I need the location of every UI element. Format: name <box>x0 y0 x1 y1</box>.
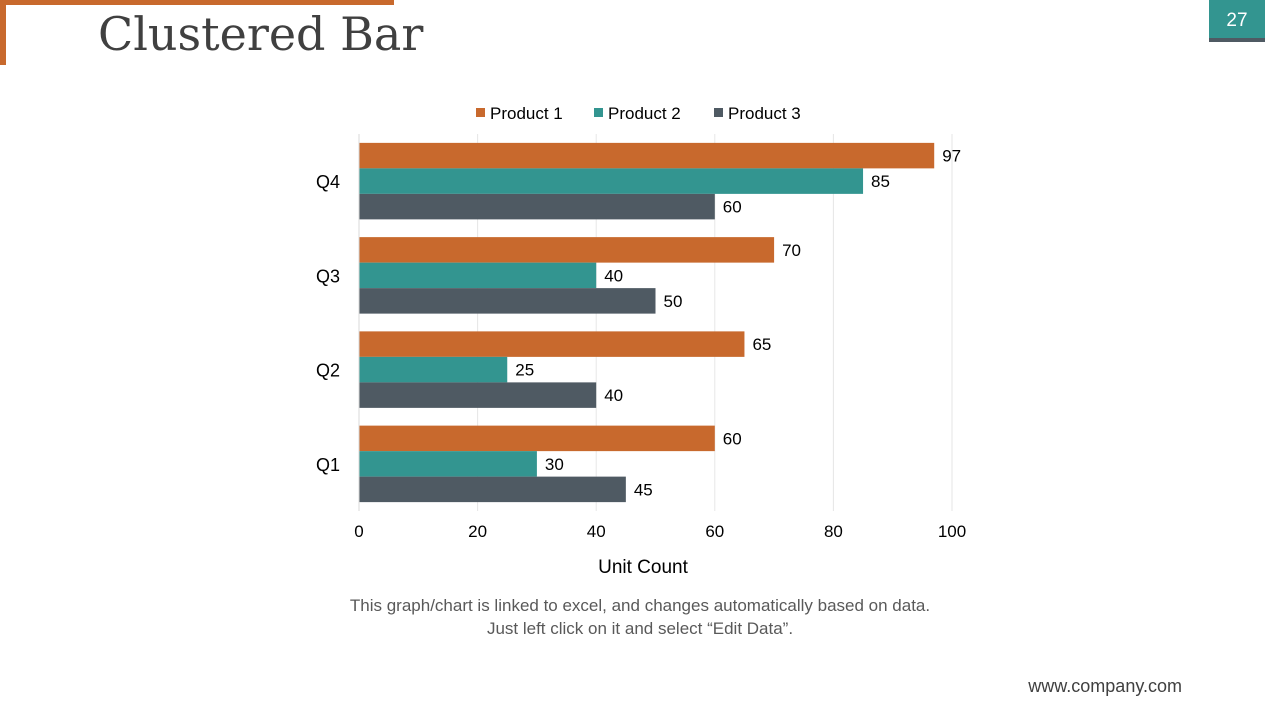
x-tick-label: 80 <box>824 522 843 541</box>
page-number-badge: 27 <box>1209 0 1265 38</box>
bar-q2-series-2[interactable] <box>359 356 508 383</box>
legend-label[interactable]: Product 2 <box>608 104 681 123</box>
slide-title: Clustered Bar <box>98 7 424 61</box>
chart-note-line-1: This graph/chart is linked to excel, and… <box>349 596 931 615</box>
bar-q4-series-3[interactable] <box>359 193 715 220</box>
data-label: 25 <box>515 361 534 380</box>
data-label: 30 <box>545 455 564 474</box>
data-label: 85 <box>871 172 890 191</box>
x-tick-label: 0 <box>354 522 363 541</box>
legend-swatch <box>476 108 485 117</box>
bar-q4-series-2[interactable] <box>359 168 864 194</box>
category-label: Q4 <box>316 172 340 192</box>
chart-note: This graph/chart is linked to excel, and… <box>240 594 1040 640</box>
accent-bar-left <box>0 0 6 65</box>
category-label: Q3 <box>316 266 340 286</box>
x-tick-label: 40 <box>587 522 606 541</box>
page-badge-underline <box>1209 38 1265 42</box>
data-label: 70 <box>782 241 801 260</box>
footer-url: www.company.com <box>1028 676 1182 696</box>
category-label: Q1 <box>316 455 340 475</box>
bar-q2-series-3[interactable] <box>359 382 597 408</box>
category-label: Q2 <box>316 361 340 381</box>
data-label: 60 <box>723 198 742 217</box>
bar-q3-series-3[interactable] <box>359 288 656 314</box>
legend-label[interactable]: Product 3 <box>728 104 801 123</box>
bar-q3-series-1[interactable] <box>359 237 775 263</box>
bar-q1-series-2[interactable] <box>359 451 537 477</box>
data-label: 40 <box>604 386 623 405</box>
bar-q3-series-2[interactable] <box>359 262 597 289</box>
bar-q1-series-1[interactable] <box>359 425 715 452</box>
x-tick-label: 60 <box>705 522 724 541</box>
accent-bar-top <box>0 0 394 5</box>
legend-label[interactable]: Product 1 <box>490 104 563 123</box>
chart-note-line-2: Just left click on it and select “Edit D… <box>486 619 794 638</box>
x-axis-title: Unit Count <box>598 557 688 578</box>
data-label: 97 <box>942 147 961 166</box>
legend-swatch <box>714 108 723 117</box>
data-label: 40 <box>604 266 623 285</box>
legend-swatch <box>594 108 603 117</box>
x-tick-label: 20 <box>468 522 487 541</box>
bar-q1-series-3[interactable] <box>359 476 626 503</box>
data-label: 50 <box>664 292 683 311</box>
bar-q2-series-1[interactable] <box>359 331 745 357</box>
data-label: 60 <box>723 429 742 448</box>
data-label: 65 <box>752 335 771 354</box>
data-label: 45 <box>634 480 653 499</box>
x-tick-label: 100 <box>938 522 966 541</box>
bar-q4-series-1[interactable] <box>359 142 935 169</box>
